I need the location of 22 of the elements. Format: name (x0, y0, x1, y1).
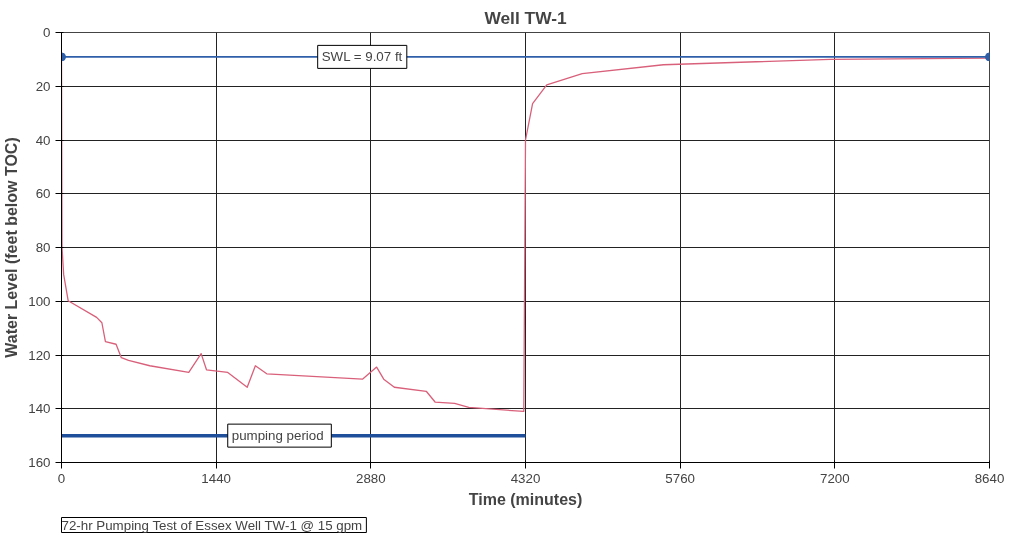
y-tick-label: 60 (35, 186, 51, 202)
y-tick-label: 40 (35, 132, 51, 148)
x-tick-label: 8640 (974, 470, 1005, 486)
y-tick-label: 120 (28, 347, 51, 363)
x-tick-label: 5760 (665, 470, 695, 486)
x-tick-label: 1440 (201, 470, 231, 486)
y-tick-label: 160 (28, 455, 51, 470)
y-axis-title: Water Level (feet below TOC) (3, 137, 21, 358)
y-tick-label: 0 (43, 25, 51, 40)
x-tick-label: 2880 (356, 470, 386, 486)
y-tick-label: 80 (35, 240, 51, 255)
y-tick-label: 20 (35, 78, 51, 94)
text: 72-hr Pumping Test of Essex Well TW-1 @ 15 gpm (61, 517, 363, 533)
x-tick-label: 4320 (510, 470, 541, 486)
annotation: pumping period (231, 428, 324, 444)
y-tick-label: 140 (28, 401, 51, 417)
annotation: SWL = 9.07 ft (321, 49, 403, 65)
y-tick-label: 100 (28, 293, 51, 309)
x-tick-label: 0 (57, 470, 66, 486)
chart-title: Well TW-1 (484, 7, 567, 28)
x-tick-label: 7200 (820, 470, 850, 486)
x-axis-title: Time (minutes) (468, 490, 583, 508)
